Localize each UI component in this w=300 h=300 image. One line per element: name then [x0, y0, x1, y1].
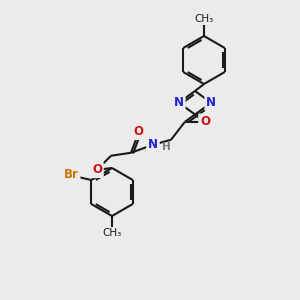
- Text: H: H: [162, 142, 171, 152]
- Text: N: N: [148, 138, 158, 151]
- Text: CH₃: CH₃: [102, 228, 122, 238]
- Text: O: O: [92, 163, 102, 176]
- Text: O: O: [133, 125, 143, 138]
- Text: Br: Br: [64, 169, 79, 182]
- Text: N: N: [206, 96, 216, 109]
- Text: O: O: [200, 115, 210, 128]
- Text: N: N: [174, 96, 184, 109]
- Text: CH₃: CH₃: [194, 14, 214, 24]
